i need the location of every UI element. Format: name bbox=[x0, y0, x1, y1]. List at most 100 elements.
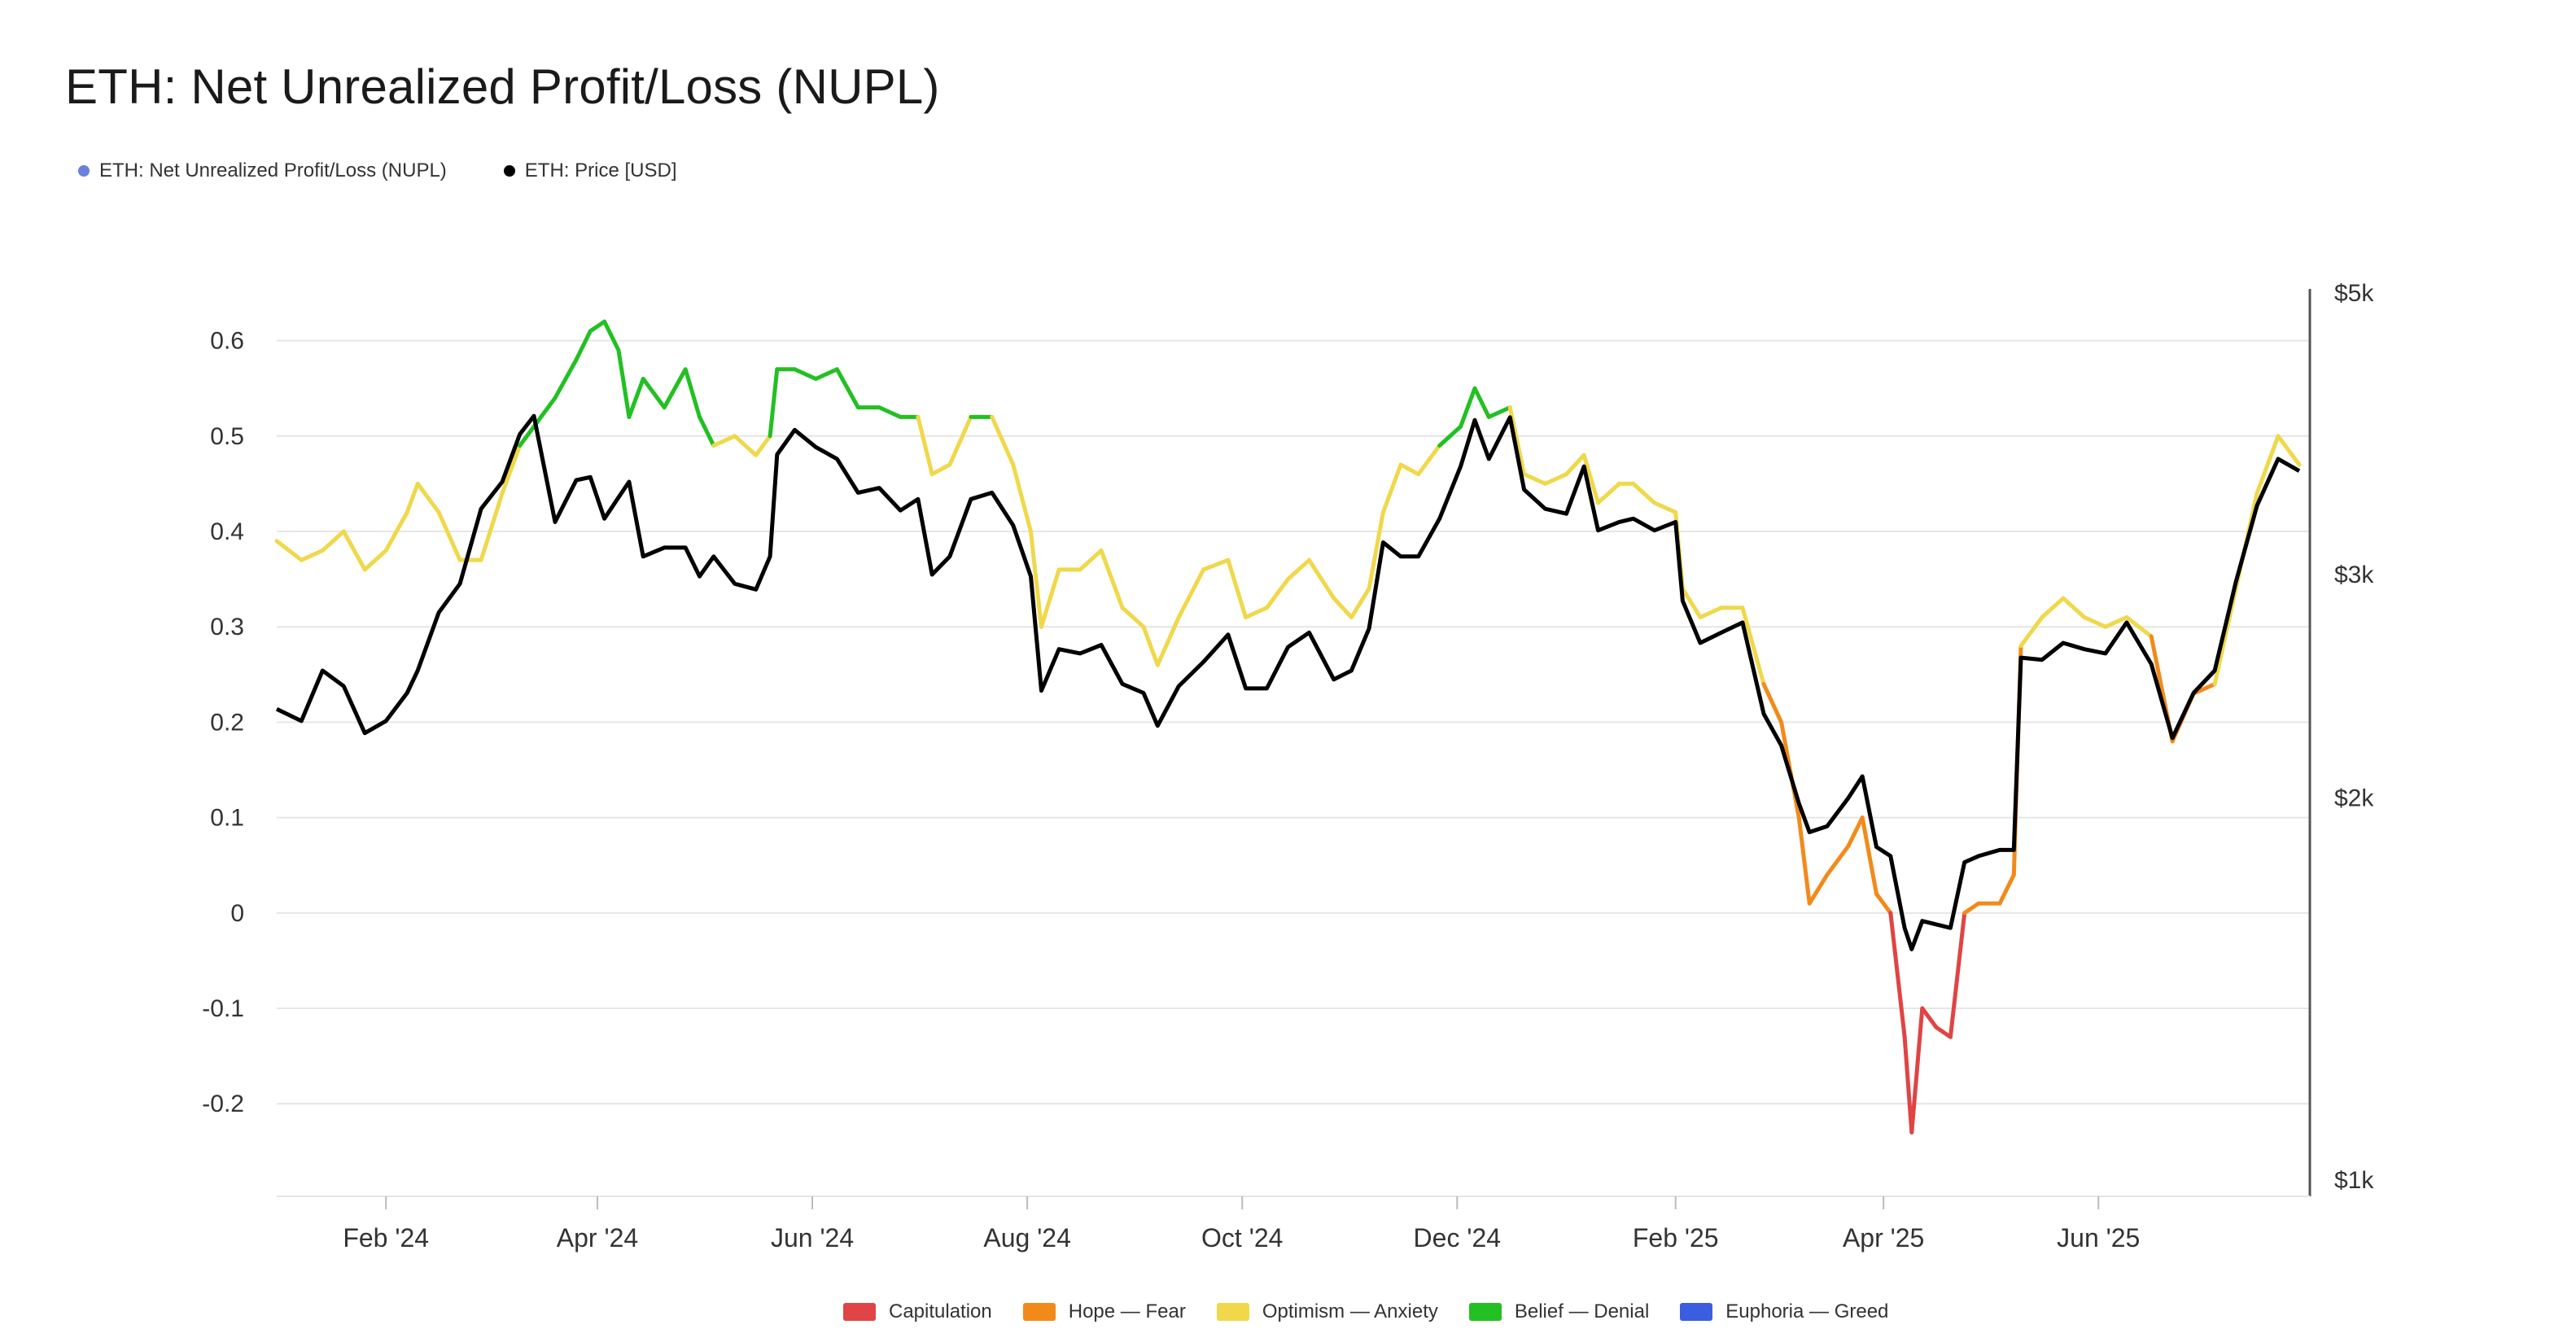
y-tick-label: 0 bbox=[230, 900, 244, 927]
price-line bbox=[275, 413, 2301, 951]
nupl-segment bbox=[1522, 472, 1548, 486]
legend-dot-price bbox=[503, 165, 515, 177]
nupl-segment bbox=[1176, 567, 1206, 619]
nupl-segment bbox=[792, 367, 818, 381]
nupl-segment bbox=[1201, 557, 1231, 572]
nupl-segment bbox=[1265, 577, 1291, 610]
x-tick-label: Aug '24 bbox=[983, 1223, 1071, 1252]
nupl-segment bbox=[2255, 434, 2281, 496]
nupl-segment bbox=[1581, 452, 1600, 505]
nupl-segment bbox=[1011, 462, 1033, 534]
x-tick-label: Feb '24 bbox=[343, 1223, 429, 1252]
euphoria-greed-label: Euphoria — Greed bbox=[1725, 1300, 1889, 1322]
nupl-segment bbox=[274, 539, 304, 562]
zone-legend-hope-fear[interactable]: Hope — Fear bbox=[1022, 1300, 1186, 1323]
zone-legend: Capitulation Hope — Fear Optimism — Anxi… bbox=[843, 1300, 1888, 1323]
nupl-segment bbox=[1807, 872, 1830, 906]
nupl-segment bbox=[1796, 815, 1812, 906]
nupl-segment bbox=[662, 367, 688, 410]
nupl-segment bbox=[553, 357, 579, 400]
price-series bbox=[275, 413, 2301, 951]
nupl-segment bbox=[2018, 614, 2045, 649]
nupl-segment bbox=[341, 529, 367, 572]
nupl-segment bbox=[698, 414, 716, 448]
legend-item-nupl[interactable]: ETH: Net Unrealized Profit/Loss (NUPL) bbox=[78, 160, 447, 182]
nupl-segment bbox=[1934, 1025, 1953, 1039]
nupl-segment bbox=[1631, 481, 1657, 505]
x-tick-label: Apr '24 bbox=[557, 1223, 638, 1252]
nupl-segment bbox=[1909, 1006, 1925, 1134]
y-tick-label: 0.3 bbox=[210, 614, 244, 640]
optimism-anxiety-swatch bbox=[1216, 1303, 1249, 1321]
nupl-segment bbox=[1155, 614, 1181, 667]
nupl-segment bbox=[531, 396, 558, 429]
nupl-segment bbox=[768, 367, 780, 439]
nupl-segment bbox=[813, 367, 839, 381]
nupl-segment bbox=[2124, 614, 2154, 639]
nupl-segment bbox=[1349, 586, 1371, 619]
euphoria-greed-swatch bbox=[1680, 1303, 1713, 1321]
legend-label-nupl: ETH: Net Unrealized Profit/Loss (NUPL) bbox=[99, 160, 447, 181]
nupl-segment bbox=[1459, 386, 1477, 429]
capitulation-swatch bbox=[843, 1303, 876, 1321]
nupl-segment bbox=[1997, 872, 2016, 906]
nupl-segment bbox=[929, 462, 952, 477]
zone-legend-optimism-anxiety[interactable]: Optimism — Anxiety bbox=[1216, 1300, 1438, 1323]
nupl-segment bbox=[627, 376, 645, 419]
nupl-segment bbox=[1920, 1006, 1939, 1029]
nupl-segment bbox=[436, 510, 462, 562]
y-tick-label: 0.6 bbox=[210, 328, 244, 355]
nupl-segment bbox=[362, 548, 388, 572]
capitulation-label: Capitulation bbox=[889, 1300, 992, 1322]
nupl-segment bbox=[602, 319, 621, 352]
nupl-segment bbox=[1286, 557, 1311, 582]
nupl-segment bbox=[1948, 911, 1967, 1039]
x-tick-label: Feb '25 bbox=[1633, 1223, 1719, 1252]
nupl-segment bbox=[683, 367, 702, 419]
nupl-segment bbox=[383, 510, 409, 553]
y-tick-label: -0.1 bbox=[202, 995, 244, 1022]
grid-lines bbox=[277, 289, 2311, 1209]
nupl-segment bbox=[2040, 596, 2066, 619]
nupl-segment bbox=[641, 376, 667, 410]
x-tick-label: Apr '25 bbox=[1843, 1223, 1924, 1252]
nupl-segment bbox=[1902, 1034, 1914, 1134]
x-tick-label: Dec '24 bbox=[1414, 1223, 1502, 1252]
y-tick-label: 0.4 bbox=[210, 518, 244, 545]
nupl-segment bbox=[2061, 596, 2087, 619]
nupl-segment bbox=[947, 414, 973, 467]
nupl-segment bbox=[1825, 844, 1851, 877]
nupl-segment bbox=[916, 414, 934, 477]
nupl-segment bbox=[1595, 481, 1621, 505]
zone-legend-capitulation[interactable]: Capitulation bbox=[843, 1300, 992, 1323]
legend-item-price[interactable]: ETH: Price [USD] bbox=[503, 160, 677, 182]
nupl-segment bbox=[518, 424, 536, 448]
nupl-segment bbox=[1244, 605, 1270, 619]
nupl-segment bbox=[1367, 510, 1385, 591]
nupl-segment bbox=[877, 405, 903, 419]
zone-legend-euphoria-greed[interactable]: Euphoria — Greed bbox=[1680, 1300, 1888, 1323]
nupl-segment bbox=[299, 548, 325, 562]
nupl-segment bbox=[1416, 444, 1442, 477]
nupl-segment bbox=[1078, 548, 1104, 572]
nupl-segment bbox=[990, 414, 1016, 467]
nupl-segment bbox=[616, 348, 632, 419]
nupl-segment bbox=[1380, 462, 1403, 515]
nupl-segment bbox=[711, 434, 737, 448]
nupl-segment bbox=[1761, 682, 1784, 724]
nupl-segment bbox=[1680, 586, 1703, 619]
nupl-segment bbox=[1888, 911, 1907, 1039]
y-tick-label: 0.1 bbox=[210, 805, 244, 832]
nupl-segment bbox=[574, 329, 593, 362]
nupl-segment bbox=[1437, 424, 1463, 448]
hope-fear-swatch bbox=[1022, 1303, 1056, 1321]
nupl-segment bbox=[1874, 891, 1893, 916]
nupl-segment bbox=[733, 434, 759, 457]
nupl-segment bbox=[2082, 614, 2108, 629]
nupl-segment bbox=[588, 319, 607, 334]
nupl-segment bbox=[834, 367, 860, 410]
y-right-tick-label: $2k bbox=[2334, 785, 2374, 812]
belief-denial-swatch bbox=[1468, 1303, 1502, 1321]
zone-legend-belief-denial[interactable]: Belief — Denial bbox=[1468, 1300, 1649, 1323]
